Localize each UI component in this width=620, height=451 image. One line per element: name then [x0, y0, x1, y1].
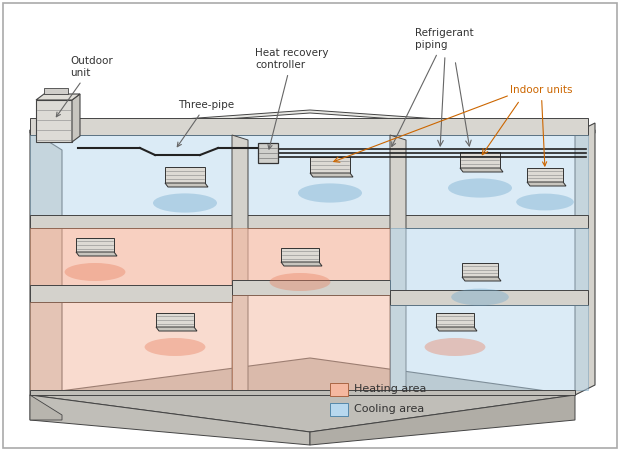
Polygon shape: [36, 94, 80, 100]
Polygon shape: [232, 295, 390, 390]
Polygon shape: [30, 395, 62, 420]
Polygon shape: [232, 135, 248, 395]
Polygon shape: [76, 252, 117, 256]
Polygon shape: [30, 130, 62, 415]
Polygon shape: [232, 228, 390, 280]
Ellipse shape: [448, 179, 512, 198]
Text: Three-pipe: Three-pipe: [177, 100, 234, 147]
Polygon shape: [30, 118, 588, 135]
Polygon shape: [30, 215, 588, 228]
Bar: [330, 403, 348, 416]
Polygon shape: [156, 327, 197, 331]
Ellipse shape: [144, 338, 205, 356]
Polygon shape: [165, 167, 205, 183]
Polygon shape: [44, 88, 68, 94]
Polygon shape: [462, 277, 501, 281]
Polygon shape: [462, 263, 498, 277]
Polygon shape: [30, 135, 588, 215]
Ellipse shape: [153, 193, 217, 212]
Polygon shape: [30, 390, 575, 395]
Ellipse shape: [64, 263, 125, 281]
Polygon shape: [310, 157, 350, 173]
Polygon shape: [156, 313, 194, 327]
Text: Heating area: Heating area: [354, 385, 427, 395]
Ellipse shape: [451, 289, 509, 305]
Polygon shape: [281, 262, 322, 266]
Polygon shape: [36, 100, 72, 142]
Polygon shape: [76, 238, 114, 252]
Polygon shape: [258, 143, 278, 163]
Polygon shape: [436, 313, 474, 327]
Text: Outdoor
unit: Outdoor unit: [56, 56, 113, 117]
Ellipse shape: [298, 184, 362, 202]
Text: Refrigerant
piping: Refrigerant piping: [392, 28, 474, 147]
Polygon shape: [30, 395, 310, 445]
Text: Indoor units: Indoor units: [510, 85, 572, 166]
Polygon shape: [527, 182, 566, 186]
Text: Cooling area: Cooling area: [354, 405, 424, 414]
Polygon shape: [165, 183, 208, 187]
Polygon shape: [30, 358, 575, 432]
Polygon shape: [30, 285, 232, 302]
Polygon shape: [436, 327, 477, 331]
Polygon shape: [30, 110, 595, 133]
Text: Heat recovery
controller: Heat recovery controller: [255, 48, 329, 149]
Polygon shape: [527, 168, 563, 182]
Polygon shape: [390, 135, 406, 395]
Polygon shape: [281, 248, 319, 262]
Ellipse shape: [425, 338, 485, 356]
Polygon shape: [310, 173, 353, 177]
Polygon shape: [390, 228, 588, 290]
Bar: [330, 383, 348, 396]
Ellipse shape: [270, 273, 330, 291]
Polygon shape: [72, 94, 80, 142]
Ellipse shape: [516, 193, 574, 211]
FancyBboxPatch shape: [3, 3, 617, 448]
Polygon shape: [460, 168, 503, 172]
Polygon shape: [575, 123, 595, 395]
Polygon shape: [30, 228, 232, 285]
Polygon shape: [460, 152, 500, 168]
Polygon shape: [30, 302, 232, 390]
Polygon shape: [390, 305, 588, 390]
Polygon shape: [390, 290, 588, 305]
Polygon shape: [232, 280, 390, 295]
Polygon shape: [310, 395, 575, 445]
